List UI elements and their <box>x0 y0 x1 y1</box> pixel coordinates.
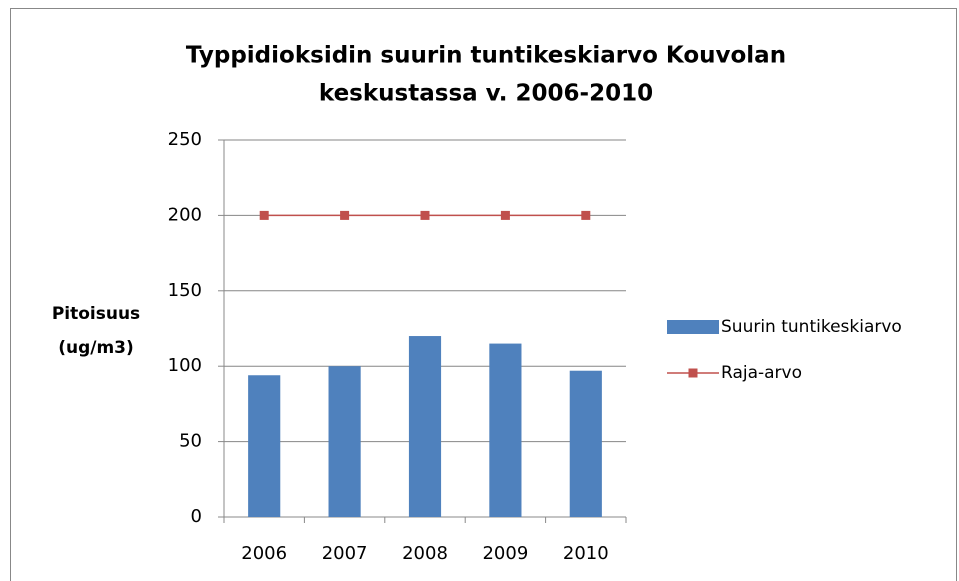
chart-title: Typpidioksidin suurin tuntikeskiarvo Kou… <box>186 43 786 69</box>
y-tick-label: 150 <box>168 280 202 301</box>
marker <box>259 210 269 220</box>
x-tick-label: 2009 <box>482 543 528 564</box>
y-tick-label: 250 <box>168 129 202 150</box>
bar <box>408 336 442 517</box>
bar <box>489 343 522 517</box>
marker <box>340 210 350 220</box>
marker <box>500 210 510 220</box>
y-tick-label: 200 <box>168 204 202 225</box>
legend-marker <box>688 368 698 378</box>
y-axis-label: (ug/m3) <box>58 338 134 358</box>
marker <box>420 210 430 220</box>
x-tick-label: 2007 <box>322 543 368 564</box>
y-tick-label: 100 <box>168 355 202 376</box>
chart-title: keskustassa v. 2006-2010 <box>319 81 653 107</box>
marker <box>581 210 591 220</box>
chart-frame <box>10 8 957 581</box>
y-tick-label: 0 <box>191 506 202 527</box>
x-tick-label: 2006 <box>241 543 287 564</box>
bar <box>328 366 361 517</box>
y-axis-label: Pitoisuus <box>52 304 140 324</box>
bar <box>248 375 281 517</box>
legend-label: Suurin tuntikeskiarvo <box>721 317 902 337</box>
bar <box>569 370 602 517</box>
legend-swatch <box>667 320 719 334</box>
legend-label: Raja-arvo <box>721 363 802 383</box>
x-tick-label: 2010 <box>563 543 609 564</box>
y-tick-label: 50 <box>179 431 202 452</box>
x-tick-label: 2008 <box>402 543 448 564</box>
